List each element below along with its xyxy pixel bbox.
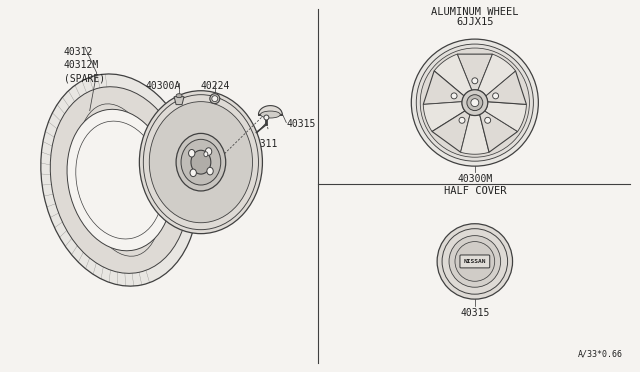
- Ellipse shape: [412, 39, 538, 166]
- Text: 6JJX15: 6JJX15: [456, 17, 493, 27]
- Polygon shape: [479, 111, 518, 152]
- Ellipse shape: [484, 117, 491, 123]
- Polygon shape: [457, 54, 493, 90]
- Ellipse shape: [41, 74, 198, 286]
- Ellipse shape: [416, 44, 533, 161]
- Text: 40315: 40315: [286, 119, 316, 129]
- Ellipse shape: [140, 91, 262, 234]
- Ellipse shape: [176, 94, 182, 98]
- Text: 40300A: 40300A: [145, 81, 181, 91]
- Ellipse shape: [181, 140, 221, 185]
- Polygon shape: [484, 102, 527, 131]
- Text: 40300M: 40300M: [457, 174, 492, 184]
- Ellipse shape: [212, 96, 218, 102]
- Ellipse shape: [462, 90, 488, 116]
- Text: NISSAN: NISSAN: [463, 259, 486, 264]
- FancyBboxPatch shape: [460, 255, 490, 268]
- Text: ALUMINUM WHEEL: ALUMINUM WHEEL: [431, 7, 518, 17]
- Polygon shape: [486, 71, 527, 105]
- Ellipse shape: [207, 167, 213, 175]
- Ellipse shape: [442, 229, 508, 294]
- Text: HALF COVER: HALF COVER: [444, 186, 506, 196]
- Ellipse shape: [176, 134, 226, 191]
- Ellipse shape: [437, 224, 513, 299]
- Polygon shape: [461, 115, 489, 154]
- Ellipse shape: [205, 148, 212, 155]
- Text: 40315: 40315: [460, 308, 490, 318]
- Text: 40224: 40224: [200, 81, 230, 91]
- Ellipse shape: [467, 95, 483, 110]
- Ellipse shape: [210, 94, 220, 104]
- Polygon shape: [478, 54, 515, 96]
- Ellipse shape: [493, 93, 499, 99]
- Ellipse shape: [51, 87, 189, 273]
- Ellipse shape: [149, 102, 253, 223]
- Polygon shape: [423, 71, 464, 105]
- Ellipse shape: [67, 109, 172, 251]
- Text: A/33*0.66: A/33*0.66: [578, 350, 623, 359]
- Ellipse shape: [191, 150, 211, 174]
- Circle shape: [264, 115, 269, 120]
- Ellipse shape: [472, 78, 478, 84]
- Ellipse shape: [451, 93, 457, 99]
- Ellipse shape: [420, 48, 529, 157]
- Ellipse shape: [76, 121, 163, 239]
- Ellipse shape: [189, 150, 195, 157]
- Ellipse shape: [190, 169, 196, 177]
- Ellipse shape: [471, 99, 479, 107]
- Ellipse shape: [260, 111, 280, 118]
- Ellipse shape: [459, 117, 465, 123]
- Ellipse shape: [455, 241, 495, 281]
- Ellipse shape: [204, 152, 208, 157]
- Ellipse shape: [143, 95, 259, 230]
- Polygon shape: [432, 111, 470, 152]
- Text: 40311: 40311: [248, 139, 278, 149]
- Polygon shape: [259, 106, 282, 115]
- Ellipse shape: [449, 235, 500, 287]
- Text: 40300M: 40300M: [153, 119, 189, 129]
- Polygon shape: [434, 54, 472, 96]
- Polygon shape: [423, 102, 465, 131]
- Text: 40312
40312M
(SPARE): 40312 40312M (SPARE): [64, 47, 105, 83]
- Polygon shape: [174, 97, 184, 105]
